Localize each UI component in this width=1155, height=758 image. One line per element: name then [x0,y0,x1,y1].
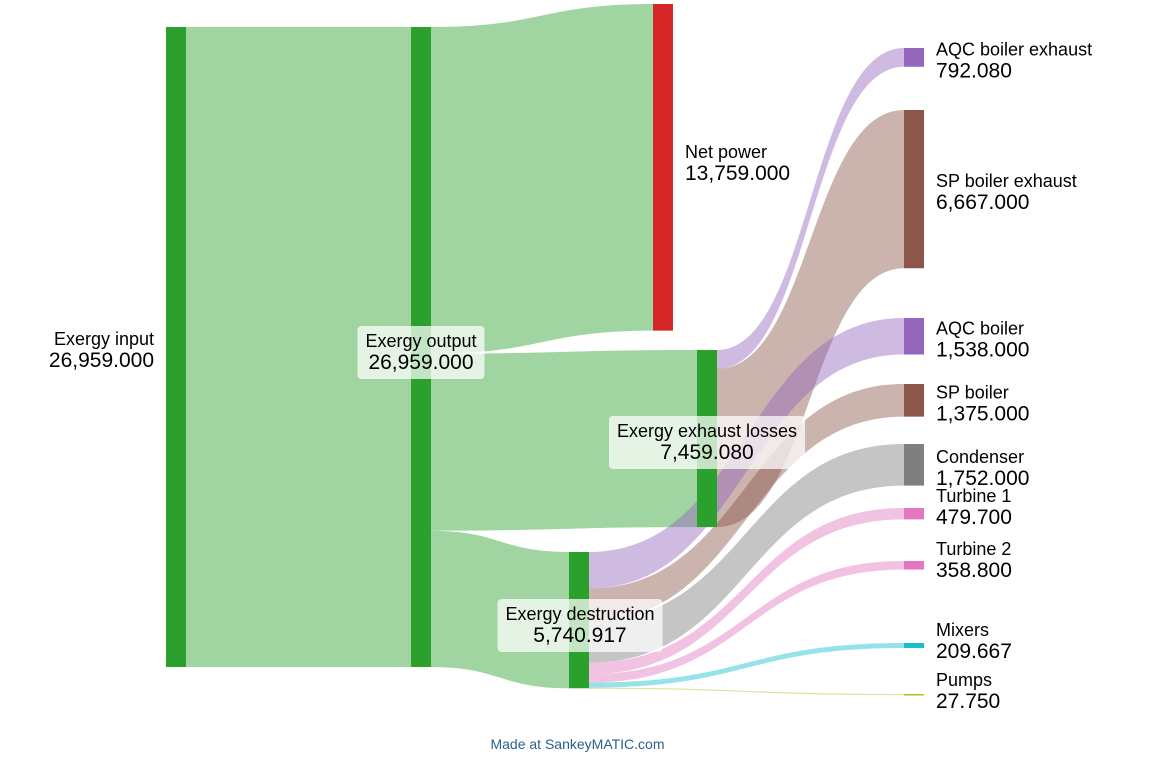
node-value-label: 1,538.000 [936,338,1029,361]
node-condenser [904,444,924,486]
node-layer [166,4,924,696]
node-value-label: 792.080 [936,59,1012,82]
label-background [497,599,663,652]
node-value-label: 1,752.000 [936,467,1029,490]
node-name-label: Net power [685,142,767,162]
node-name-label: SP boiler [936,382,1009,402]
flow-exergy-input-to-exergy-output [186,27,411,667]
node-turbine-1 [904,508,924,520]
node-exergy-input [166,27,186,667]
node-name-label: Exergy exhaust losses [617,421,797,441]
label-background [608,416,806,469]
node-value-label: 358.800 [936,559,1012,582]
node-name-label: SP boiler exhaust [936,171,1077,191]
flow-exergy-destruction-to-mixers [589,643,904,688]
node-value-label: 26,959.000 [49,349,154,372]
node-value-label: 5,740.917 [533,624,626,647]
node-pumps [904,694,924,696]
flow-layer [186,4,904,696]
node-turbine-2 [904,561,924,570]
flow-exergy-exhaust-losses-to-aqc-boiler-exhaust [717,48,904,369]
flow-exergy-destruction-to-condenser [589,444,904,663]
node-aqc-boiler-exhaust [904,48,924,67]
node-name-label: Exergy input [54,329,154,349]
node-value-label: 6,667.000 [936,191,1029,214]
flow-exergy-destruction-to-pumps [589,687,904,696]
node-net-power [653,4,673,331]
node-name-label: Mixers [936,620,989,640]
node-name-label: Pumps [936,670,992,690]
node-sp-boiler-exhaust [904,110,924,269]
node-aqc-boiler [904,318,924,355]
label-background [357,326,485,379]
node-value-label: 27.750 [936,690,1000,713]
flow-exergy-output-to-exergy-exhaust-losses [431,350,697,531]
node-name-label: Turbine 2 [936,539,1011,559]
node-value-label: 209.667 [936,640,1012,663]
flow-exergy-destruction-to-sp-boiler [589,384,904,622]
node-value-label: 479.700 [936,506,1012,529]
node-name-label: Exergy output [365,331,476,351]
flow-exergy-output-to-net-power [431,4,653,354]
node-value-label: 7,459.080 [660,441,753,464]
credit-link[interactable]: Made at SankeyMATIC.com [490,736,665,752]
node-mixers [904,643,924,648]
flow-exergy-destruction-to-turbine-2 [589,561,904,683]
node-name-label: Exergy destruction [505,604,654,624]
node-value-label: 26,959.000 [368,351,473,374]
label-background [677,137,799,190]
node-name-label: Turbine 1 [936,486,1011,506]
node-value-label: 13,759.000 [685,162,790,185]
node-value-label: 1,375.000 [936,402,1029,425]
node-name-label: AQC boiler exhaust [936,39,1092,59]
node-sp-boiler [904,384,924,417]
node-name-label: AQC boiler [936,318,1024,338]
node-name-label: Condenser [936,447,1024,467]
flow-exergy-destruction-to-turbine-1 [589,508,904,675]
